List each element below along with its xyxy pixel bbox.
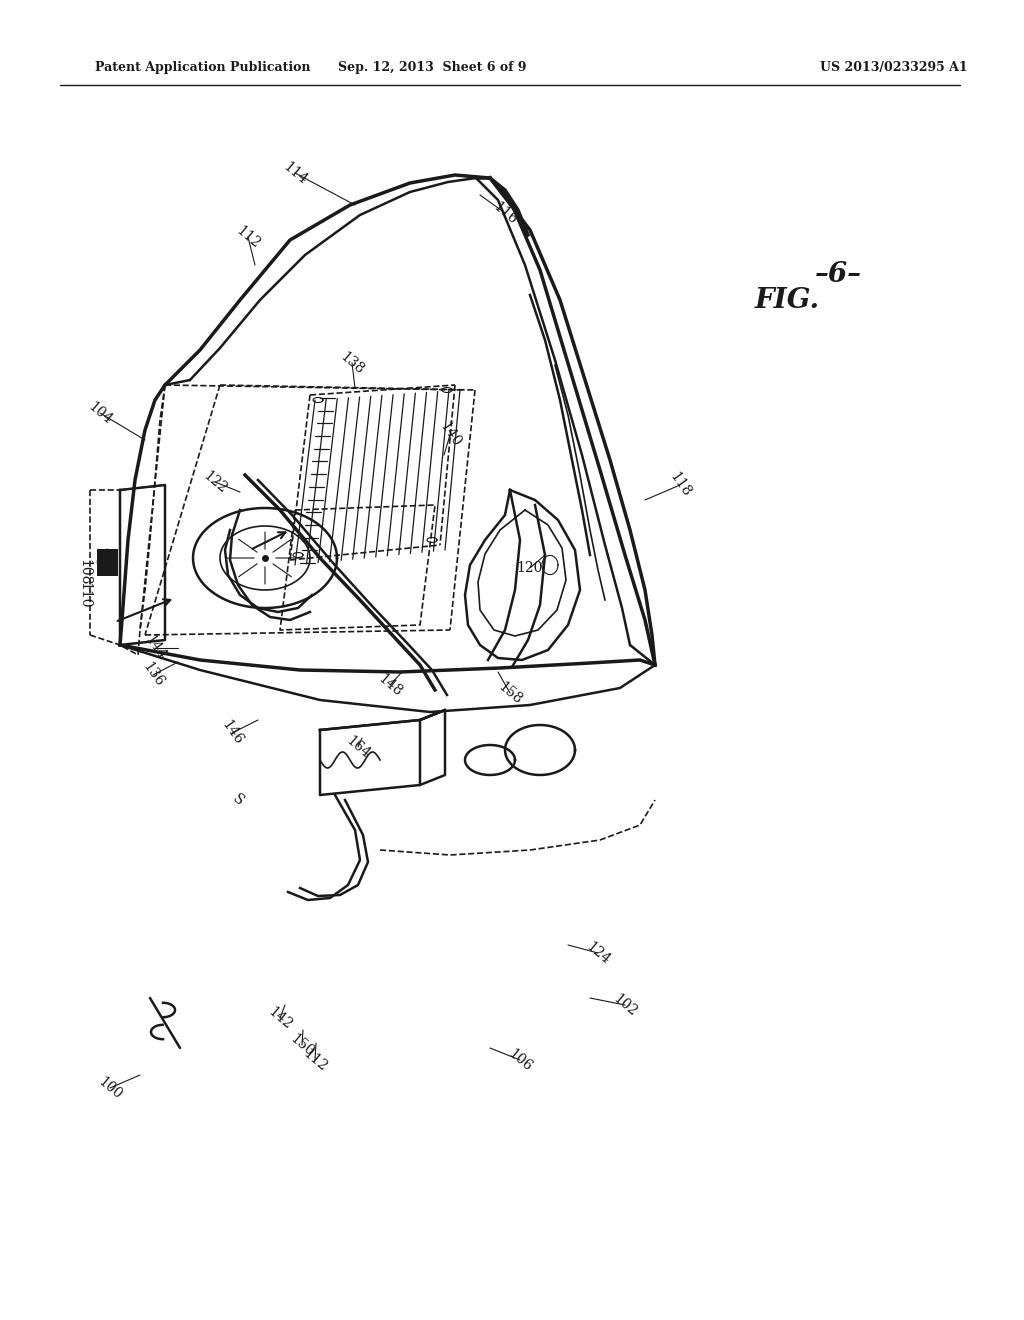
Text: 148: 148 — [376, 671, 404, 698]
Text: 104: 104 — [85, 399, 115, 426]
Text: 116: 116 — [490, 199, 519, 227]
Text: Sep. 12, 2013  Sheet 6 of 9: Sep. 12, 2013 Sheet 6 of 9 — [338, 62, 526, 74]
Text: 122: 122 — [201, 469, 229, 496]
Text: 140: 140 — [436, 420, 463, 450]
Text: 112: 112 — [300, 1047, 330, 1074]
Text: 114: 114 — [281, 160, 309, 187]
Text: 106: 106 — [506, 1047, 535, 1074]
Text: 138: 138 — [337, 350, 367, 376]
Text: US 2013/0233295 A1: US 2013/0233295 A1 — [820, 62, 968, 74]
Text: 146: 146 — [219, 718, 246, 748]
Text: 102: 102 — [610, 991, 640, 1019]
Text: 144: 144 — [141, 634, 168, 663]
Text: 100: 100 — [95, 1074, 125, 1102]
Text: 158: 158 — [496, 680, 524, 706]
Text: 120: 120 — [517, 561, 543, 576]
Text: 150: 150 — [288, 1031, 316, 1059]
Text: –6–: –6– — [815, 261, 862, 289]
Text: 164: 164 — [343, 733, 373, 760]
Text: 142: 142 — [265, 1005, 295, 1032]
Text: Patent Application Publication: Patent Application Publication — [95, 62, 310, 74]
Text: 108: 108 — [77, 558, 91, 585]
Text: 110: 110 — [77, 582, 91, 609]
Text: 136: 136 — [139, 660, 166, 690]
Text: 118: 118 — [667, 470, 693, 500]
Text: 124: 124 — [584, 939, 612, 966]
Text: S: S — [229, 792, 246, 808]
Text: FIG.: FIG. — [755, 286, 820, 314]
Text: 112: 112 — [233, 223, 262, 251]
